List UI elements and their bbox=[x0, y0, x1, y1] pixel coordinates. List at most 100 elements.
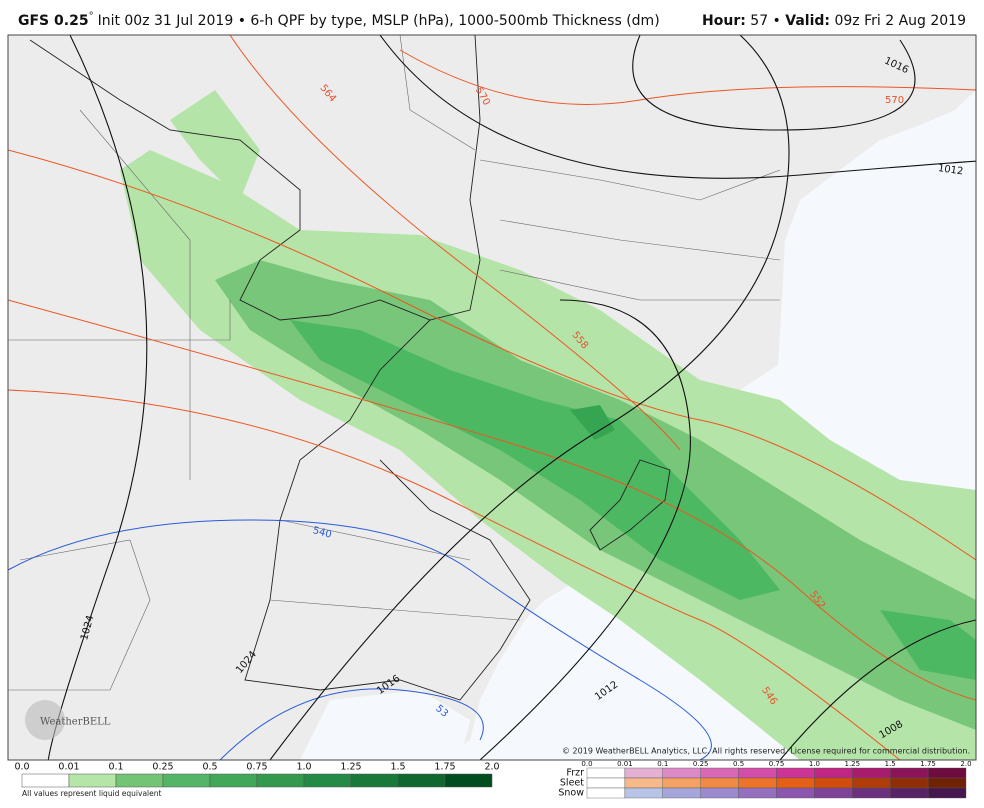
legend-note: All values represent liquid equivalent bbox=[22, 789, 161, 798]
legend-tick-label: 0.01 bbox=[58, 762, 79, 773]
ptype-swatch bbox=[927, 777, 967, 789]
contour-label: 1012 bbox=[937, 163, 964, 177]
ptype-swatch bbox=[776, 767, 815, 779]
degree: ° bbox=[89, 11, 94, 22]
ptype-swatch bbox=[700, 767, 739, 779]
ptype-swatch bbox=[814, 777, 853, 789]
isobar-1012-s bbox=[479, 299, 691, 760]
header-right: Hour: 57 • Valid: 09z Fri 2 Aug 2019 bbox=[702, 13, 966, 29]
model: GFS 0.25 bbox=[18, 13, 89, 29]
legend-swatch bbox=[209, 773, 258, 788]
legend-swatch bbox=[444, 773, 493, 788]
ptype-swatch bbox=[852, 767, 891, 779]
ptype-swatch bbox=[852, 777, 891, 789]
ptype-tick-label: 0.75 bbox=[769, 760, 785, 768]
init: Init 00z 31 Jul 2019 • 6-h QPF by type, … bbox=[98, 13, 660, 29]
ptype-swatch bbox=[927, 787, 967, 799]
thickness-552 bbox=[8, 299, 976, 701]
thickness-564 bbox=[229, 35, 681, 451]
ptype-swatch bbox=[738, 787, 777, 799]
ptype-tick-label: 1.75 bbox=[920, 760, 936, 768]
thickness-558 bbox=[8, 149, 976, 561]
ptype-swatch bbox=[586, 767, 626, 779]
subdivisions bbox=[8, 35, 781, 691]
ptype-swatch bbox=[890, 787, 929, 799]
hour: 57 • bbox=[750, 13, 781, 29]
precip-light-north bbox=[170, 90, 260, 200]
isobar-1016 bbox=[269, 35, 790, 760]
isobar-1008 bbox=[779, 619, 976, 760]
ptype-label: Sleet bbox=[560, 778, 584, 789]
ptype-swatch bbox=[776, 777, 815, 789]
legend-swatch bbox=[303, 773, 352, 788]
legend-swatch bbox=[115, 773, 164, 788]
border-uruguay bbox=[244, 319, 531, 701]
legend-swatch bbox=[68, 773, 117, 788]
legend-tick-label: 1.0 bbox=[296, 762, 311, 773]
isobar-1012 bbox=[379, 35, 976, 179]
precip-heavy bbox=[290, 320, 780, 600]
ptype-swatch bbox=[890, 767, 929, 779]
legend-tick-label: 0.75 bbox=[246, 762, 267, 773]
ptype-swatch bbox=[700, 777, 739, 789]
precip-max bbox=[570, 405, 615, 440]
thickness-546 bbox=[8, 389, 901, 760]
map: 564 570 570 1016 1012 558 552 546 540 53… bbox=[7, 34, 977, 761]
ptype-swatch bbox=[927, 767, 967, 779]
ptype-tick-label: 1.5 bbox=[885, 760, 896, 768]
logo: WeatherBELL bbox=[40, 717, 111, 728]
ptype-tick-label: 0.25 bbox=[693, 760, 709, 768]
ptype-swatch bbox=[662, 777, 701, 789]
map-frame bbox=[7, 34, 977, 761]
hour-label: Hour: bbox=[702, 13, 746, 29]
isobar-1024 bbox=[47, 35, 148, 760]
ptype-swatch bbox=[852, 787, 891, 799]
legend-swatch bbox=[350, 773, 399, 788]
ptype-tick-label: 0.5 bbox=[733, 760, 744, 768]
legend-swatch bbox=[162, 773, 211, 788]
valid: 09z Fri 2 Aug 2019 bbox=[834, 13, 966, 29]
legend-tick-label: 0.0 bbox=[14, 762, 29, 773]
contour-label: 540 bbox=[311, 525, 332, 541]
ptype-tick-label: 0.01 bbox=[617, 760, 633, 768]
logo-globe bbox=[25, 700, 65, 740]
border bbox=[29, 35, 481, 321]
ptype-swatch bbox=[738, 777, 777, 789]
ptype-swatch bbox=[586, 777, 626, 789]
ptype-label: Frzr bbox=[566, 768, 584, 779]
ptype-swatch bbox=[890, 777, 929, 789]
ptype-tick-label: 0.1 bbox=[657, 760, 668, 768]
ptype-tick-label: 2.0 bbox=[960, 760, 971, 768]
legend-swatch bbox=[21, 773, 70, 788]
ptype-swatch bbox=[624, 777, 664, 789]
ptype-swatch bbox=[662, 767, 701, 779]
copyright: © 2019 WeatherBELL Analytics, LLC. All r… bbox=[562, 747, 970, 756]
lagoon bbox=[589, 459, 671, 551]
isobar-1016-ne bbox=[632, 35, 916, 131]
legend-tick-label: 1.75 bbox=[434, 762, 455, 773]
ocean-south bbox=[300, 690, 470, 760]
ptype-swatch bbox=[624, 787, 664, 799]
legend-tick-label: 0.5 bbox=[202, 762, 217, 773]
legend-tick-label: 0.1 bbox=[108, 762, 123, 773]
ptype-swatch bbox=[662, 787, 701, 799]
ptype-swatch bbox=[624, 767, 664, 779]
contour-label: 570 bbox=[885, 95, 904, 106]
valid-label: Valid: bbox=[785, 13, 830, 29]
ptype-swatch bbox=[814, 787, 853, 799]
legend-tick-label: 1.5 bbox=[390, 762, 405, 773]
ptype-tick-label: 1.25 bbox=[845, 760, 861, 768]
ptype-tick-label: 0.0 bbox=[581, 760, 592, 768]
legend-tick-label: 0.25 bbox=[152, 762, 173, 773]
thickness-534 bbox=[219, 688, 484, 760]
ptype-swatch bbox=[700, 787, 739, 799]
legend-tick-label: 2.0 bbox=[484, 762, 499, 773]
ptype-tick-label: 1.0 bbox=[809, 760, 820, 768]
ptype-swatch bbox=[738, 767, 777, 779]
ptype-swatch bbox=[586, 787, 626, 799]
legend-tick-label: 1.25 bbox=[340, 762, 361, 773]
legend: All values represent liquid equivalent 0… bbox=[14, 760, 971, 799]
precip-heavy-east bbox=[880, 610, 976, 680]
ptype-swatch bbox=[814, 767, 853, 779]
